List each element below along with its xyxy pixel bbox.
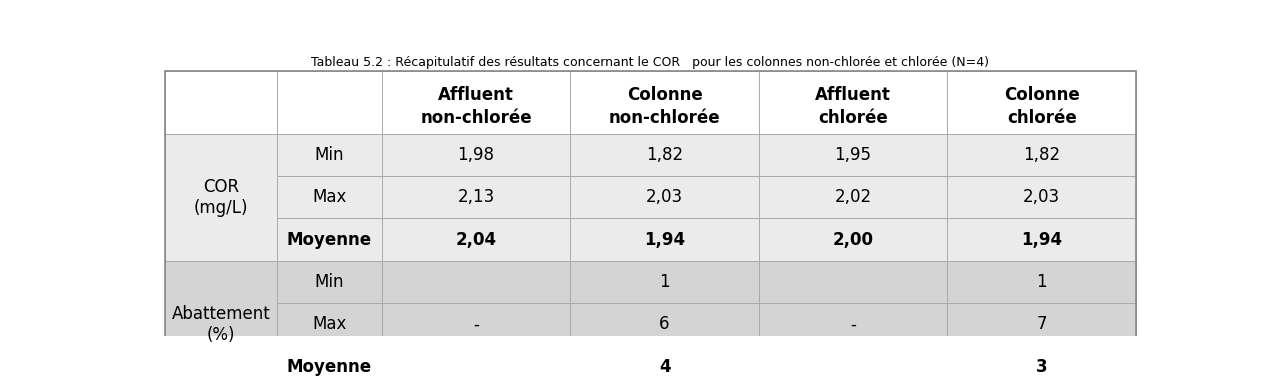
Text: 3: 3 [1036, 358, 1047, 376]
Text: 2,03: 2,03 [1023, 188, 1060, 206]
Bar [759, 176, 948, 219]
Text: Max: Max [312, 188, 346, 206]
Text: -: - [473, 316, 478, 333]
Text: 2,13: 2,13 [457, 188, 495, 206]
Bar [382, 303, 570, 346]
Bar [382, 70, 570, 134]
Bar [570, 261, 759, 303]
Text: Min: Min [315, 146, 344, 164]
Bar [948, 303, 1136, 346]
Bar [277, 303, 382, 346]
Bar [948, 176, 1136, 219]
Bar [759, 219, 948, 261]
Text: chlorée: chlorée [819, 109, 888, 127]
Text: Colonne: Colonne [627, 86, 703, 104]
Text: chlorée: chlorée [1006, 109, 1076, 127]
Text: 2,04: 2,04 [456, 231, 496, 249]
Bar [570, 346, 759, 377]
Bar [759, 346, 948, 377]
Bar [165, 261, 277, 377]
Bar [570, 219, 759, 261]
Bar [382, 176, 570, 219]
Bar [948, 261, 1136, 303]
Text: 1: 1 [1037, 273, 1047, 291]
Bar [759, 261, 948, 303]
Text: Affluent: Affluent [815, 86, 891, 104]
Text: Abattement
(%): Abattement (%) [171, 305, 270, 344]
Bar [570, 303, 759, 346]
Bar [382, 134, 570, 176]
Text: Moyenne: Moyenne [287, 231, 372, 249]
Bar [570, 70, 759, 134]
Bar [948, 134, 1136, 176]
Text: COR
(mg/L): COR (mg/L) [194, 178, 249, 217]
Bar [948, 346, 1136, 377]
Text: 2,00: 2,00 [832, 231, 873, 249]
Text: Colonne: Colonne [1004, 86, 1080, 104]
Text: Tableau 5.2 : Récapitulatif des résultats concernant le COR   pour les colonnes : Tableau 5.2 : Récapitulatif des résultat… [311, 55, 990, 69]
Bar [165, 134, 277, 261]
Text: Min: Min [315, 273, 344, 291]
Text: 7: 7 [1037, 316, 1047, 333]
Text: non-chlorée: non-chlorée [420, 109, 532, 127]
Text: 4: 4 [659, 358, 670, 376]
Bar [382, 346, 570, 377]
Text: 1,82: 1,82 [646, 146, 683, 164]
Text: 1,82: 1,82 [1023, 146, 1060, 164]
Bar [277, 346, 382, 377]
Bar [277, 70, 382, 134]
Text: 1,98: 1,98 [458, 146, 495, 164]
Bar [948, 219, 1136, 261]
Bar [759, 70, 948, 134]
Text: 1,95: 1,95 [835, 146, 872, 164]
Text: 1,94: 1,94 [1022, 231, 1062, 249]
Bar [382, 261, 570, 303]
Text: non-chlorée: non-chlorée [609, 109, 721, 127]
Bar [277, 176, 382, 219]
Bar [382, 219, 570, 261]
Text: 1,94: 1,94 [645, 231, 685, 249]
Text: Affluent: Affluent [438, 86, 514, 104]
Bar [759, 303, 948, 346]
Text: 2,03: 2,03 [646, 188, 683, 206]
Text: Moyenne: Moyenne [287, 358, 372, 376]
Text: 6: 6 [660, 316, 670, 333]
Text: Max: Max [312, 316, 346, 333]
Bar [165, 70, 277, 134]
Bar [570, 134, 759, 176]
Bar [570, 176, 759, 219]
Text: -: - [850, 316, 857, 333]
Text: 2,02: 2,02 [835, 188, 872, 206]
Text: 1: 1 [660, 273, 670, 291]
Bar [277, 219, 382, 261]
Bar [759, 134, 948, 176]
Bar [277, 134, 382, 176]
Bar [277, 261, 382, 303]
Bar [948, 70, 1136, 134]
